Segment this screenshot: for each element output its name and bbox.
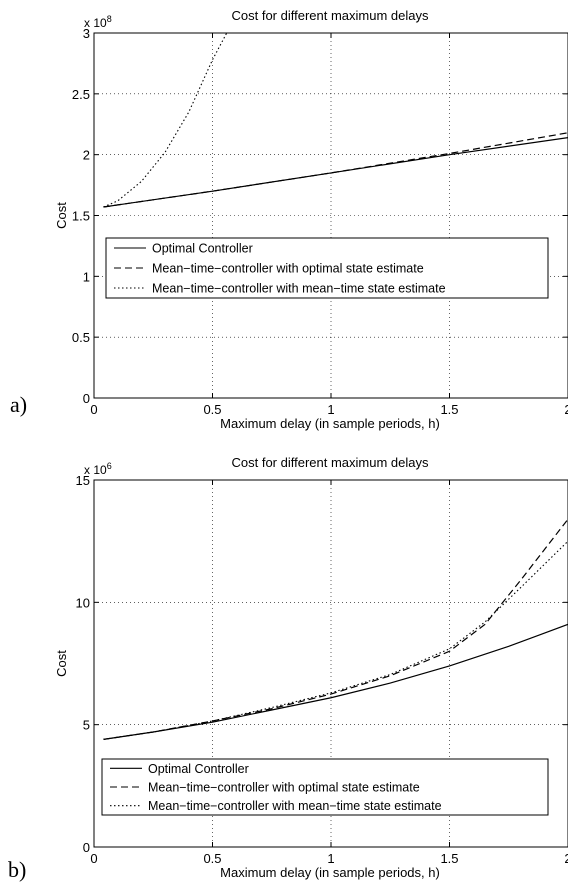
legend-label: Mean−time−controller with optimal state …	[148, 781, 420, 795]
series-line-dotted	[103, 540, 568, 740]
y-axis-label: Cost	[54, 650, 69, 677]
legend-label: Mean−time−controller with mean−time stat…	[148, 799, 442, 813]
y-tick-label: 1	[83, 269, 90, 284]
series-line-solid	[103, 137, 568, 208]
legend-box	[105, 237, 549, 299]
chart-panel-1: 0 0.5 1 1.5 2 0 0.5 1 1.5 2 2.5 3x 108 Cost for diff…	[10, 8, 568, 431]
x-tick-label: 1	[327, 851, 334, 866]
y-tick-label: 0.5	[72, 330, 90, 345]
panel-label: a)	[10, 392, 27, 417]
x-axis-label: Maximum delay (in sample periods, h)	[220, 416, 440, 431]
y-exponent-label: x 108	[84, 14, 112, 30]
chart-title: Cost for different maximum delays	[232, 455, 429, 470]
chart-panel-2: 0 0.5 1 1.5 2 0 5 10 15x 106 Cost for different m…	[8, 455, 568, 882]
panel-label: b)	[8, 857, 26, 882]
series-line-dashed	[103, 132, 568, 208]
x-axis-label: Maximum delay (in sample periods, h)	[220, 865, 440, 880]
y-tick-label: 2.5	[72, 87, 90, 102]
y-tick-label: 1.5	[72, 209, 90, 224]
x-tick-label: 2	[564, 402, 568, 417]
legend-label: Optimal Controller	[148, 762, 249, 776]
y-tick-label: 3	[83, 26, 90, 41]
x-tick-label: 0	[90, 851, 97, 866]
y-tick-label: 5	[83, 718, 90, 733]
legend-label: Optimal Controller	[152, 242, 253, 256]
x-tick-label: 0.5	[203, 402, 221, 417]
x-tick-label: 0	[90, 402, 97, 417]
series-line-dotted	[103, 33, 228, 208]
y-tick-label: 10	[76, 595, 90, 610]
legend-box	[101, 758, 549, 816]
y-tick-label: 2	[83, 148, 90, 163]
y-axis-label: Cost	[54, 202, 69, 229]
y-tick-label: 0	[83, 840, 90, 855]
y-exponent-label: x 106	[84, 461, 112, 477]
y-tick-label: 0	[83, 391, 90, 406]
x-tick-label: 1.5	[440, 851, 458, 866]
chart-title: Cost for different maximum delays	[232, 8, 429, 23]
x-tick-label: 2	[564, 851, 568, 866]
x-tick-label: 1	[327, 402, 334, 417]
x-tick-label: 1.5	[440, 402, 458, 417]
series-line-solid	[103, 623, 568, 740]
y-tick-label: 15	[76, 473, 90, 488]
series-line-dashed	[103, 518, 568, 740]
legend-label: Mean−time−controller with optimal state …	[152, 262, 424, 276]
x-tick-label: 0.5	[203, 851, 221, 866]
legend-label: Mean−time−controller with mean−time stat…	[152, 282, 446, 296]
